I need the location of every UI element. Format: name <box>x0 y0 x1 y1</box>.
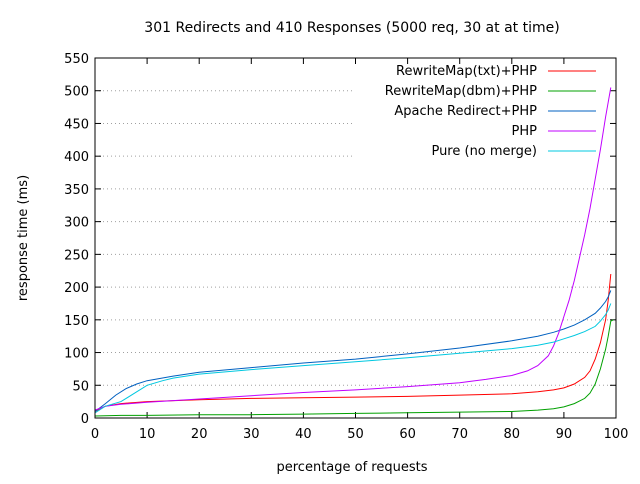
grid-lines <box>95 60 616 386</box>
y-tick-label: 200 <box>64 281 89 296</box>
legend-label: RewriteMap(txt)+PHP <box>396 64 537 79</box>
series-line-1 <box>94 273 612 412</box>
y-tick-label: 150 <box>64 314 89 329</box>
x-tick-label: 10 <box>139 427 156 442</box>
axis-ticks: 0 50 100 150 200 250 300 350 400 450 500 550 0 10 20 30… <box>64 52 628 442</box>
y-tick-label: 100 <box>64 347 89 362</box>
x-tick-label: 50 <box>347 427 364 442</box>
x-tick-label: 80 <box>504 427 521 442</box>
y-tick-label: 450 <box>64 117 89 132</box>
x-tick-label: 60 <box>399 427 416 442</box>
y-tick-label: 50 <box>72 379 89 394</box>
y-tick-label: 400 <box>64 150 89 165</box>
series-line-2 <box>94 319 614 417</box>
y-tick-label: 500 <box>64 85 89 100</box>
legend-label: PHP <box>512 124 538 139</box>
y-tick-label: 350 <box>64 183 89 198</box>
y-tick-label: 250 <box>64 248 89 263</box>
legend-label: Apache Redirect+PHP <box>394 104 537 119</box>
plot-frame <box>94 57 617 419</box>
legend: RewriteMap(txt)+PHP RewriteMap(dbm)+PHP Ap… <box>385 64 596 159</box>
x-tick-label: 90 <box>556 427 573 442</box>
y-axis-label: response time (ms) <box>16 175 31 301</box>
y-tick-label: 550 <box>64 52 89 67</box>
x-tick-label: 70 <box>451 427 468 442</box>
legend-label: RewriteMap(dbm)+PHP <box>385 84 537 99</box>
x-tick-label: 100 <box>604 427 629 442</box>
y-tick-label: 0 <box>81 412 89 427</box>
series-line-4 <box>94 87 612 411</box>
x-tick-label: 40 <box>295 427 312 442</box>
legend-background <box>352 60 614 164</box>
x-tick-label: 20 <box>191 427 208 442</box>
x-axis-label: percentage of requests <box>277 460 428 475</box>
x-tick-label: 0 <box>91 427 99 442</box>
chart-title: 301 Redirects and 410 Responses (5000 re… <box>144 20 559 36</box>
series-line-3 <box>94 290 612 412</box>
y-tick-label: 300 <box>64 216 89 231</box>
x-tick-label: 30 <box>243 427 260 442</box>
series-line-5 <box>94 303 612 414</box>
series-lines <box>94 87 614 417</box>
legend-label: Pure (no merge) <box>431 144 537 159</box>
